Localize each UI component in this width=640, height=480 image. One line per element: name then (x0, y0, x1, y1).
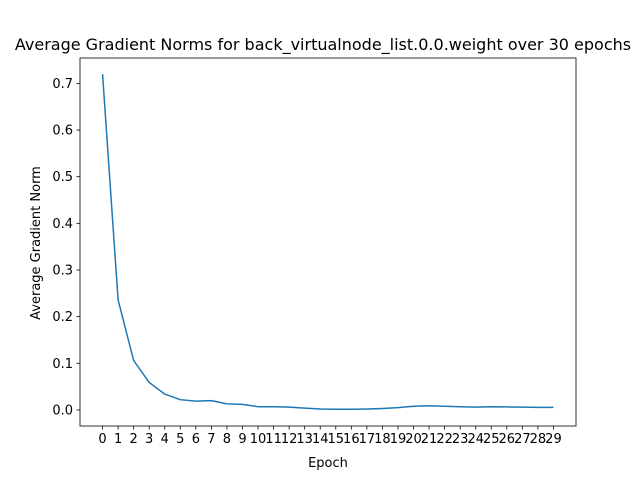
y-tick-label: 0.4 (52, 217, 73, 232)
x-tick-label: 3 (145, 432, 153, 447)
chart-title: Average Gradient Norms for back_virtualn… (15, 35, 631, 55)
y-tick-label: 0.5 (52, 170, 73, 185)
series-line-0 (101, 73, 554, 410)
x-tick-label: 14 (312, 432, 329, 447)
x-tick-label: 26 (499, 432, 516, 447)
x-tick-label: 9 (238, 432, 246, 447)
x-tick-label: 8 (223, 432, 231, 447)
x-axis-label: Epoch (308, 456, 348, 471)
x-tick-label: 10 (250, 432, 267, 447)
y-axis-label: Average Gradient Norm (29, 166, 44, 320)
axes-frame (79, 57, 577, 427)
x-tick-label: 17 (359, 432, 376, 447)
x-tick-label: 5 (176, 432, 184, 447)
x-tick-label: 25 (483, 432, 500, 447)
y-tick-label: 0.3 (52, 263, 73, 278)
plot-area: 0 1 2 3 4 5 6 7 8 9 10 11 12 13 14 15 16 17 18 19 20 21 22 23 24… (52, 57, 577, 447)
y-tick-label: 0.1 (52, 357, 73, 372)
x-tick-label: 1 (114, 432, 122, 447)
x-tick-label: 18 (374, 432, 391, 447)
x-tick-label: 7 (207, 432, 215, 447)
x-tick-label: 2 (130, 432, 138, 447)
x-tick-label: 24 (467, 432, 484, 447)
x-tick-label: 6 (192, 432, 200, 447)
y-tick-label: 0.0 (52, 403, 73, 418)
x-tick-label: 21 (421, 432, 438, 447)
x-tick-label: 4 (161, 432, 169, 447)
x-tick-label: 27 (514, 432, 531, 447)
x-tick-label: 23 (452, 432, 469, 447)
y-tick-label: 0.2 (52, 310, 73, 325)
x-tick-label: 12 (281, 432, 298, 447)
x-tick-label: 28 (530, 432, 547, 447)
y-tick-label: 0.6 (52, 124, 73, 139)
x-tick-label: 16 (343, 432, 360, 447)
x-tick-label: 11 (265, 432, 282, 447)
y-tick-label: 0.7 (52, 77, 73, 92)
x-tick-label: 20 (405, 432, 422, 447)
x-tick-label: 15 (328, 432, 345, 447)
x-tick-label: 29 (545, 432, 562, 447)
x-tick-label: 13 (296, 432, 313, 447)
x-tick-label: 0 (98, 432, 106, 447)
x-tick-label: 19 (390, 432, 407, 447)
x-tick-label: 22 (436, 432, 453, 447)
